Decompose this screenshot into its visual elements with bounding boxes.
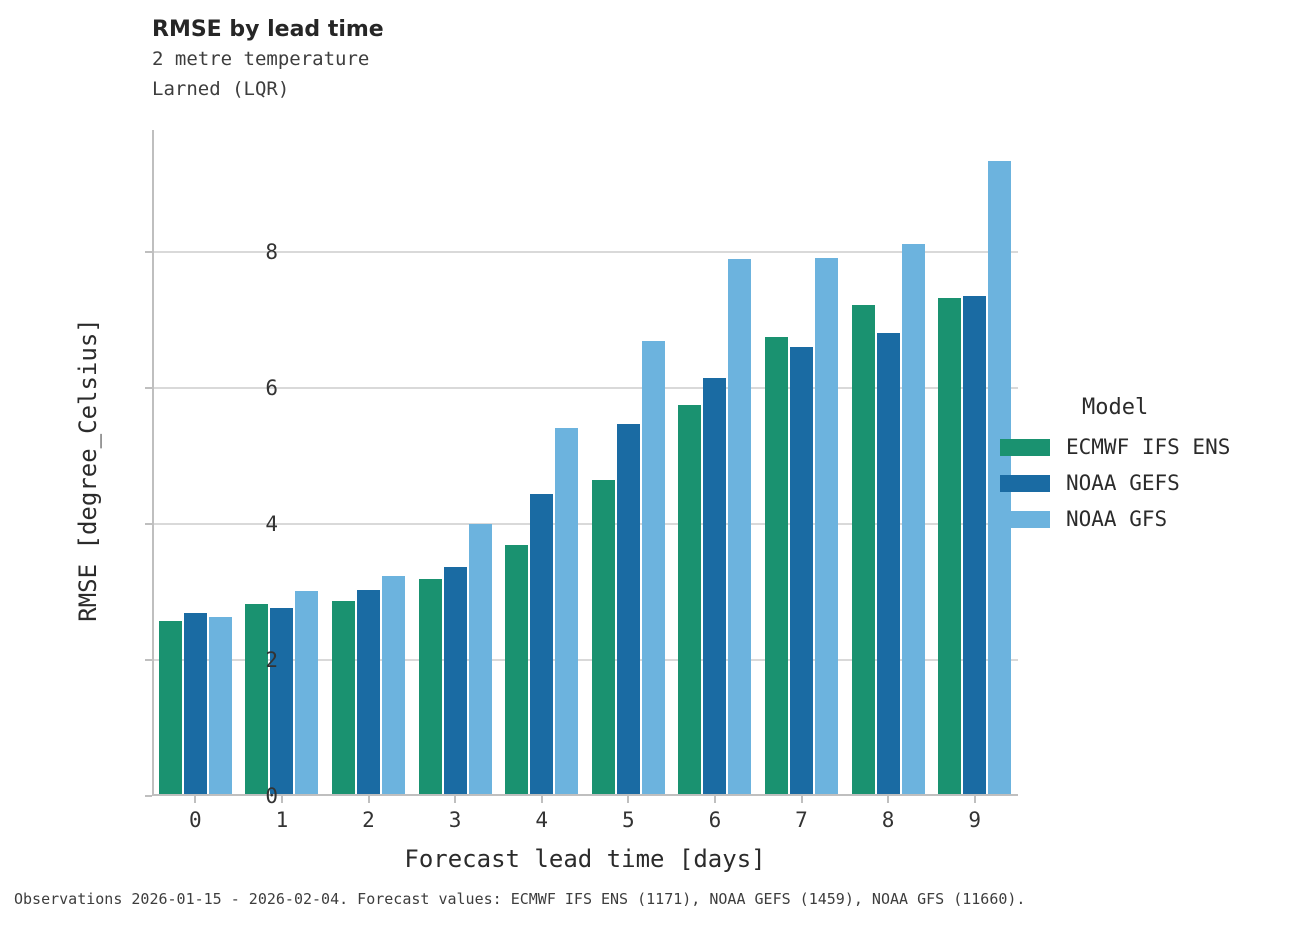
bar (728, 259, 752, 794)
x-tick-mark (800, 796, 803, 803)
x-tick-label: 3 (448, 808, 462, 832)
y-tick-mark (145, 659, 152, 662)
bar (530, 494, 554, 794)
legend-swatch-icon (1000, 510, 1050, 528)
x-tick-mark (367, 796, 370, 803)
gridline (154, 523, 1018, 526)
bar (443, 567, 467, 794)
legend-item[interactable]: ECMWF IFS ENS (1000, 429, 1230, 465)
x-axis-line (152, 794, 1018, 796)
bar (963, 295, 987, 794)
bar (183, 613, 207, 794)
bar (332, 601, 355, 794)
x-tick-mark (887, 796, 890, 803)
x-tick-mark (973, 796, 976, 803)
bar (208, 616, 232, 794)
x-tick-label: 5 (621, 808, 635, 832)
x-axis-title: Forecast lead time [days] (404, 845, 766, 873)
x-tick-label: 7 (795, 808, 808, 832)
chart-location: Larned (LQR) (152, 78, 290, 100)
y-tick-mark (145, 251, 152, 254)
x-tick-mark (194, 796, 197, 803)
legend-item[interactable]: NOAA GFS (1000, 501, 1230, 537)
bar (555, 428, 579, 794)
bar (158, 621, 182, 794)
bar (678, 404, 702, 794)
bar (245, 604, 269, 794)
x-tick-mark (627, 796, 630, 803)
bar (988, 160, 1012, 794)
x-tick-label: 4 (535, 808, 549, 832)
x-tick-mark (454, 796, 457, 803)
legend-title: Model (1082, 395, 1149, 420)
x-tick-label: 9 (968, 808, 982, 832)
bar (591, 480, 615, 794)
gridline (154, 659, 1018, 662)
y-tick-mark (145, 523, 152, 526)
x-tick-mark (540, 796, 543, 803)
bar (468, 524, 492, 794)
y-tick-label: 6 (265, 376, 278, 401)
bar (790, 346, 813, 794)
bar (505, 544, 529, 794)
legend-items: ECMWF IFS ENS NOAA GEFS NOAA GFS (1000, 429, 1230, 537)
gridline (154, 387, 1018, 390)
x-tick-label: 6 (708, 808, 722, 832)
legend-swatch-icon (1000, 438, 1050, 456)
bar (703, 378, 727, 794)
bar (765, 337, 788, 794)
x-tick-mark (713, 796, 716, 803)
bar (641, 341, 665, 794)
y-tick-label: 8 (265, 240, 278, 265)
bar (901, 243, 925, 794)
bar (851, 305, 875, 794)
chart-header: RMSE by lead time 2 metre temperature La… (152, 16, 384, 104)
bar (357, 590, 380, 794)
x-tick-label: 1 (275, 808, 289, 832)
y-tick-mark (145, 795, 152, 797)
bar (876, 333, 900, 794)
x-tick-label: 2 (362, 808, 375, 832)
x-tick-label: 0 (188, 808, 202, 832)
legend-item-label: NOAA GFS (1066, 507, 1168, 531)
bar (295, 590, 319, 794)
chart-footer: Observations 2026-01-15 - 2026-02-04. Fo… (14, 890, 1026, 908)
bar (382, 575, 405, 794)
legend: Model ECMWF IFS ENS NOAA GEFS NOAA GFS (1000, 395, 1230, 537)
legend-item-label: NOAA GEFS (1066, 471, 1180, 495)
y-tick-label: 0 (265, 784, 278, 808)
chart-subtitle: 2 metre temperature (152, 48, 370, 70)
y-tick-label: 4 (265, 512, 278, 537)
bar (616, 424, 640, 794)
y-axis-title: RMSE [degree_Celsius] (74, 318, 102, 622)
legend-item[interactable]: NOAA GEFS (1000, 465, 1230, 501)
x-tick-label: 8 (881, 808, 895, 832)
y-axis-line (152, 130, 154, 796)
bar (418, 579, 442, 794)
legend-swatch-icon (1000, 474, 1050, 492)
bar (938, 297, 962, 794)
chart-title: RMSE by lead time (152, 17, 384, 42)
bar (270, 607, 294, 794)
y-tick-label: 2 (265, 648, 278, 673)
bar (815, 257, 838, 794)
y-tick-mark (145, 387, 152, 390)
gridline (154, 251, 1018, 254)
legend-item-label: ECMWF IFS ENS (1066, 435, 1231, 459)
x-tick-mark (280, 796, 283, 803)
